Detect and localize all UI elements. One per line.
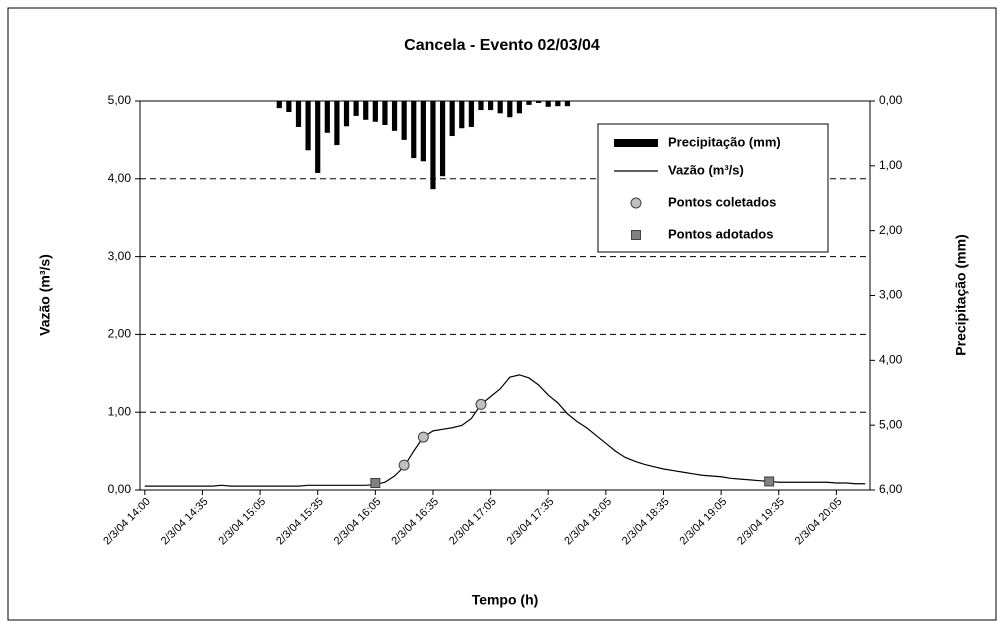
y2-tick-label: 6,00 bbox=[879, 482, 903, 496]
y2-tick-label: 3,00 bbox=[879, 288, 903, 302]
bar bbox=[459, 101, 465, 129]
bar bbox=[305, 101, 311, 151]
y2-axis-title: Precipitação (mm) bbox=[953, 234, 969, 355]
y2-tick-label: 4,00 bbox=[879, 353, 903, 367]
bar bbox=[363, 101, 369, 120]
y-axis-title: Vazão (m³/s) bbox=[37, 254, 53, 336]
bar bbox=[545, 101, 551, 107]
bar bbox=[439, 101, 446, 177]
legend-label: Precipitação (mm) bbox=[668, 134, 781, 149]
chart-border bbox=[7, 7, 997, 621]
bar bbox=[315, 101, 321, 173]
bar bbox=[286, 101, 292, 113]
bar bbox=[497, 101, 503, 114]
point bbox=[417, 431, 429, 443]
y2-tick-label: 1,00 bbox=[879, 158, 903, 172]
y-tick-label: 1,00 bbox=[108, 404, 132, 418]
bar bbox=[487, 101, 494, 111]
y-tick-label: 3,00 bbox=[108, 249, 132, 263]
bar bbox=[507, 101, 513, 118]
bar bbox=[478, 101, 484, 111]
y2-tick-label: 0,00 bbox=[879, 93, 903, 107]
bar bbox=[276, 101, 282, 109]
y-tick-label: 5,00 bbox=[108, 93, 132, 107]
bar bbox=[555, 101, 561, 107]
legend-symbol bbox=[631, 230, 641, 240]
bar bbox=[468, 101, 474, 127]
bar bbox=[516, 101, 523, 114]
bar bbox=[430, 101, 436, 190]
bar bbox=[411, 101, 417, 159]
bar bbox=[536, 101, 542, 103]
point bbox=[475, 398, 487, 410]
legend-label: Pontos coletados bbox=[668, 194, 776, 209]
legend-label: Pontos adotados bbox=[668, 226, 773, 241]
y2-tick-label: 5,00 bbox=[879, 417, 903, 431]
bar bbox=[449, 101, 455, 137]
bar bbox=[295, 101, 302, 127]
bar bbox=[324, 101, 330, 133]
point bbox=[370, 477, 381, 488]
x-axis-title: Tempo (h) bbox=[472, 592, 539, 608]
y2-tick-label: 2,00 bbox=[879, 223, 903, 237]
bar bbox=[372, 101, 378, 122]
point bbox=[398, 459, 410, 471]
y-tick-label: 0,00 bbox=[108, 482, 132, 496]
legend-label: Vazão (m³/s) bbox=[668, 162, 744, 177]
bar bbox=[526, 101, 532, 105]
y-tick-label: 2,00 bbox=[108, 327, 132, 341]
bar bbox=[420, 101, 426, 162]
line bbox=[144, 374, 866, 487]
bar bbox=[401, 101, 407, 140]
y-tick-label: 4,00 bbox=[108, 171, 132, 185]
bar bbox=[382, 101, 388, 125]
bar bbox=[391, 101, 398, 131]
bar bbox=[334, 101, 340, 146]
legend-symbol bbox=[614, 139, 658, 147]
point bbox=[764, 476, 775, 487]
chart-title: Cancela - Evento 02/03/04 bbox=[404, 37, 600, 54]
bar bbox=[564, 101, 571, 107]
bar bbox=[353, 101, 359, 116]
legend-symbol bbox=[630, 197, 642, 209]
bar bbox=[343, 101, 350, 127]
